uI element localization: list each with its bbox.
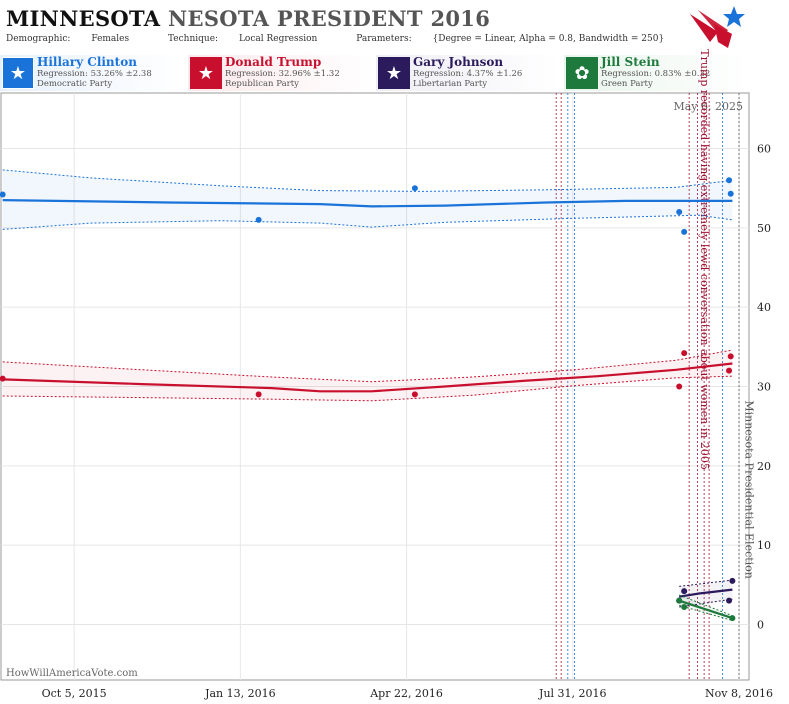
trend-line [679, 588, 733, 598]
flower-icon: ✿ [566, 57, 598, 89]
data-point [726, 597, 733, 604]
data-point [681, 228, 688, 235]
liberty-icon: ★ [378, 57, 410, 89]
y-tick-label: 60 [757, 143, 771, 156]
legend-regression: Regression: 32.96% ±1.32 [225, 69, 340, 79]
legend-name: Donald Trump [225, 55, 322, 69]
x-tick-label: Oct 5, 2015 [42, 687, 107, 700]
legend-regression: Regression: 4.37% ±1.26 [413, 69, 523, 79]
trend-line [2, 199, 733, 208]
x-tick-label: Jul 31, 2016 [538, 687, 607, 700]
chart-title: MINNESOTA NESOTA PRESIDENT 2016 [6, 6, 490, 31]
legend-name: Jill Stein [601, 55, 660, 69]
y-tick-label: 20 [757, 460, 771, 473]
confidence-band [2, 350, 733, 401]
trend-line [678, 599, 733, 620]
site-logo-icon [690, 6, 745, 48]
x-tick-label: Jan 13, 2016 [204, 687, 276, 700]
legend-trump: ★ Donald Trump Regression: 32.96% ±1.32 … [188, 55, 373, 91]
data-point [0, 191, 6, 198]
y-tick-label: 0 [757, 618, 764, 631]
legend-party: Democratic Party [37, 79, 113, 89]
technique-info: Technique: Local Regression [168, 34, 318, 44]
lower-bound-line [2, 375, 733, 402]
y-tick-label: 10 [757, 539, 771, 552]
legend-party: Libertarian Party [413, 79, 488, 89]
x-tick-label: Nov 8, 2016 [705, 687, 773, 700]
data-point [729, 577, 736, 584]
data-point [676, 597, 683, 604]
data-point [0, 375, 6, 382]
data-point [726, 367, 733, 374]
y-tick-label: 50 [757, 222, 771, 235]
trend-line [2, 362, 733, 393]
demographic-info: Demographic: Females [6, 34, 130, 44]
legend-stein: ✿ Jill Stein Regression: 0.83% ±0.32 Gre… [564, 55, 749, 91]
upper-bound-line [2, 169, 733, 192]
data-point [727, 190, 734, 197]
legend-name: Gary Johnson [413, 55, 504, 69]
legend-clinton: ★ Hillary Clinton Regression: 53.26% ±2.… [0, 55, 185, 91]
data-point [729, 615, 736, 622]
data-point [411, 391, 418, 398]
parameters-info: Parameters: {Degree = Linear, Alpha = 0.… [356, 34, 665, 44]
data-point [681, 588, 688, 595]
data-point [676, 383, 683, 390]
data-point [676, 208, 683, 215]
donkey-icon: ★ [2, 57, 34, 89]
chart-subtitle: Demographic: Females Technique: Local Re… [6, 34, 700, 44]
legend-party: Republican Party [225, 79, 299, 89]
data-point [681, 604, 688, 611]
upper-bound-line [2, 349, 733, 383]
x-tick-label: Apr 22, 2016 [369, 687, 443, 700]
upper-bound-line [679, 594, 733, 617]
title-part1: MINNESOTA [6, 6, 161, 31]
elephant-icon: ★ [190, 57, 222, 89]
y-tick-label: 30 [757, 381, 771, 394]
data-point [727, 353, 734, 360]
data-point [255, 391, 262, 398]
upper-bound-line [679, 579, 733, 587]
lower-bound-line [679, 598, 733, 608]
event-annotation: Minnesota Presidential Election [743, 400, 756, 579]
title-part2: NESOTA PRESIDENT 2016 [168, 6, 491, 31]
lower-bound-line [2, 214, 733, 230]
legend-regression: Regression: 0.83% ±0.32 [601, 69, 711, 79]
data-point [411, 185, 418, 192]
legend-name: Hillary Clinton [37, 55, 137, 69]
confidence-band [2, 169, 733, 230]
legend-party: Green Party [601, 79, 653, 89]
legend-johnson: ★ Gary Johnson Regression: 4.37% ±1.26 L… [376, 55, 561, 91]
legend-regression: Regression: 53.26% ±2.38 [37, 69, 152, 79]
y-tick-label: 40 [757, 301, 771, 314]
lower-bound-line [679, 604, 733, 621]
watermark: HowWillAmericaVote.com [6, 668, 138, 679]
data-point [726, 177, 733, 184]
data-point [681, 350, 688, 357]
event-annotation: Trump recorded having extremely lewd con… [698, 49, 711, 470]
date-label: May 6, 2025 [673, 100, 743, 113]
data-point [255, 216, 262, 223]
